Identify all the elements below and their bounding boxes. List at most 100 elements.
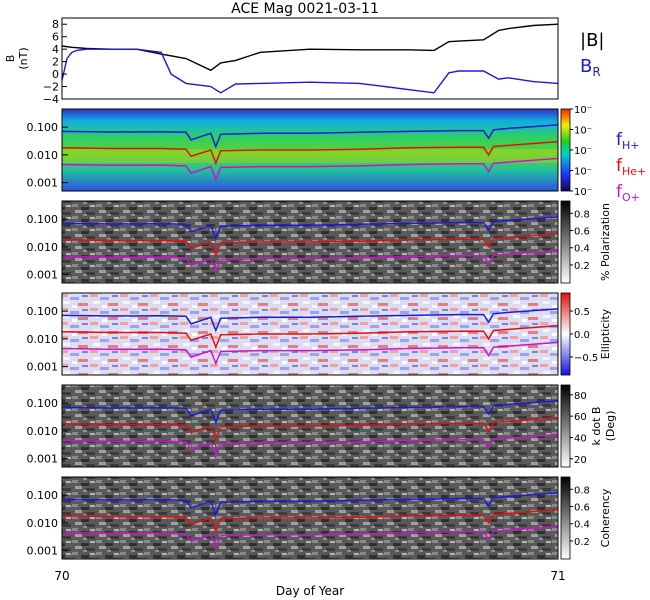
colorbar-tick-label: 0.5 <box>574 307 590 318</box>
freq-tick-label: 0.100 <box>27 397 59 410</box>
freq-tick-label: 0.001 <box>27 361 59 374</box>
freq-tick-label: 0.001 <box>27 177 59 190</box>
legend-br-sub: R <box>592 65 600 79</box>
freq-line-0 <box>61 216 559 241</box>
figure-title: ACE Mag 0021-03-11 <box>231 1 379 17</box>
colorbar-tick-label: 0.6 <box>574 227 590 238</box>
freq-tick-label: 0.100 <box>27 489 59 502</box>
x-end-label: 71 <box>550 569 565 583</box>
colorbar-tick-label: 0.0 <box>574 330 590 341</box>
legend-freq-main: f <box>616 182 623 202</box>
freq-tick-label: 0.010 <box>27 517 59 530</box>
x-start-label: 70 <box>54 569 69 583</box>
legend-b: |B| <box>580 30 604 51</box>
freq-line-1 <box>61 416 559 442</box>
panel-frame <box>61 292 559 376</box>
colorbar-label: Ellipticity <box>599 308 612 359</box>
b-yunit: (nT) <box>17 47 30 69</box>
panel-polarization: 0.100 0.010 0.001 0.8 0.6 0.4 0.2 % Polarizatio… <box>27 200 612 284</box>
b-tick-label: −2 <box>43 81 59 94</box>
colorbar-tick-label: 40 <box>574 433 587 444</box>
colorbar-label: Coherency <box>599 488 612 547</box>
freq-tick-label: 0.010 <box>27 333 59 346</box>
colorbar <box>560 108 571 192</box>
freq-tick-label: 0.010 <box>27 149 59 162</box>
legend-br: BR <box>580 56 601 79</box>
b-panel-bg <box>62 18 558 99</box>
freq-line-1 <box>61 232 559 258</box>
freq-tick-label: 0.001 <box>27 453 59 466</box>
legend-freq-sub: H+ <box>622 139 640 152</box>
panel-frame <box>61 476 559 560</box>
colorbar-tick-label: 60 <box>574 412 587 423</box>
panel-power: 0.100 0.010 0.001 10⁻ 10⁻ 10⁻ 10⁻ 10⁻ <box>27 105 593 198</box>
freq-line-2 <box>61 341 559 366</box>
colorbar-label2: (Deg) <box>604 411 617 442</box>
legend-freq-main: f <box>616 156 623 176</box>
colorbar-label: % Polarization <box>599 203 612 281</box>
b-tick-label: −4 <box>43 93 59 106</box>
panel-frame <box>61 384 559 468</box>
x-axis-label: Day of Year <box>276 584 344 598</box>
b-ylabel: B <box>4 55 17 63</box>
b-tick-label: 0 <box>52 68 59 81</box>
freq-line-1 <box>61 140 559 166</box>
freq-line-0 <box>61 124 559 149</box>
legend-freq-2: fO+ <box>616 182 640 204</box>
legend-freq-0: fH+ <box>616 130 640 152</box>
b-tick-label: 4 <box>52 43 59 56</box>
freq-line-2 <box>61 525 559 550</box>
panel-frame <box>61 200 559 284</box>
colorbar-tick-label: 10⁻ <box>574 187 592 198</box>
colorbar-tick-label: 0.4 <box>574 244 590 255</box>
colorbar-tick-label: 20 <box>574 455 587 466</box>
colorbar-tick-label: −0.5 <box>574 353 598 364</box>
colorbar <box>560 200 571 284</box>
panel-ellipticity: 0.100 0.010 0.001 0.5 0.0 −0.5 Ellipticity <box>27 292 612 376</box>
colorbar-tick-label: 10⁻ <box>574 105 592 116</box>
freq-line-0 <box>61 492 559 517</box>
freq-tick-label: 0.010 <box>27 241 59 254</box>
colorbar-tick-label: 0.4 <box>574 520 590 531</box>
colorbar-label: k dot B <box>590 407 603 446</box>
colorbar-tick-label: 0.2 <box>574 537 590 548</box>
freq-line-1 <box>61 508 559 534</box>
colorbar-tick-label: 10⁻ <box>574 146 592 157</box>
colorbar-tick-label: 0.6 <box>574 503 590 514</box>
freq-tick-label: 0.001 <box>27 269 59 282</box>
colorbar-tick-label: 0.8 <box>574 485 590 496</box>
freq-line-0 <box>61 308 559 333</box>
colorbar-tick-label: 10⁻ <box>574 126 592 137</box>
b-panel-frame <box>61 17 559 100</box>
b-tick-label: 2 <box>52 56 59 69</box>
b-tick-label: 8 <box>52 18 59 31</box>
panel-kdotb: 0.100 0.010 0.001 80 60 40 20k dot B (Deg) <box>27 384 617 468</box>
b-tick-label: 6 <box>52 31 59 44</box>
colorbar <box>560 476 571 560</box>
freq-line-0 <box>61 400 559 425</box>
colorbar-tick-label: 0.2 <box>574 261 590 272</box>
series-br-line <box>61 48 559 94</box>
legend-freq-main: f <box>616 130 623 150</box>
colorbar <box>560 384 571 468</box>
colorbar-tick-label: 10⁻ <box>574 167 592 178</box>
legend-br-main: B <box>580 56 592 77</box>
legend-freq-sub: O+ <box>622 191 640 204</box>
legend-freq-sub: He+ <box>622 165 646 178</box>
freq-line-2 <box>61 249 559 274</box>
freq-tick-label: 0.100 <box>27 213 59 226</box>
colorbar <box>560 292 571 376</box>
panel-frame <box>61 108 559 192</box>
colorbar-tick-label: 0.8 <box>574 209 590 220</box>
freq-line-1 <box>61 324 559 350</box>
freq-line-2 <box>61 433 559 458</box>
legend-freq-1: fHe+ <box>616 156 646 178</box>
panel-coherency: 0.100 0.010 0.001 0.8 0.6 0.4 0.2 Coherency <box>27 476 612 560</box>
power-band <box>62 149 558 163</box>
freq-tick-label: 0.100 <box>27 305 59 318</box>
freq-line-2 <box>61 157 559 182</box>
freq-tick-label: 0.100 <box>27 121 59 134</box>
freq-tick-label: 0.010 <box>27 425 59 438</box>
freq-tick-label: 0.001 <box>27 545 59 558</box>
